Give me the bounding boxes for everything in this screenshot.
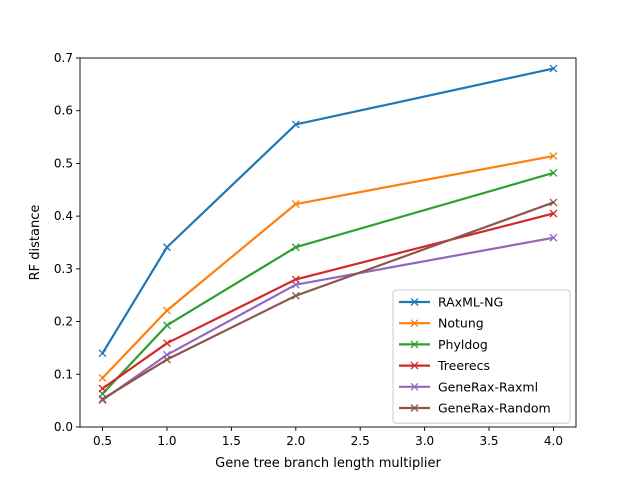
x-axis-label: Gene tree branch length multiplier: [215, 456, 441, 471]
data-point: [549, 64, 558, 73]
data-point: [163, 243, 171, 252]
series-line: [100, 171, 555, 396]
series-line: [101, 67, 555, 355]
data-point: [98, 349, 107, 358]
data-point: [291, 280, 300, 289]
y-axis-label: RF distance: [28, 205, 43, 281]
data-point: [163, 339, 171, 348]
x-tick-label: 2.5: [351, 434, 370, 448]
y-tick-label: 0.7: [54, 51, 73, 65]
data-point: [291, 291, 300, 300]
data-point: [291, 120, 300, 129]
legend-marker: [410, 361, 419, 370]
y-tick-label: 0.3: [54, 262, 73, 276]
data-point: [163, 321, 171, 330]
legend-item: GeneRax-Random: [399, 401, 551, 416]
legend-item: RAxML-NG: [399, 295, 503, 310]
data-point: [549, 198, 558, 207]
series-0: [98, 64, 558, 358]
legend-label: GeneRax-Random: [438, 401, 551, 416]
legend-marker: [410, 340, 419, 349]
y-tick-label: 0.6: [54, 104, 73, 118]
legend-item: Phyldog: [399, 337, 488, 352]
series-4: [98, 233, 558, 405]
data-point: [549, 152, 558, 161]
legend-label: Phyldog: [438, 337, 488, 352]
legend-item: GeneRax-Raxml: [399, 379, 538, 394]
x-tick-label: 2.0: [286, 434, 305, 448]
data-point: [549, 233, 558, 242]
data-point: [98, 374, 107, 382]
data-point: [163, 355, 171, 364]
x-tick-label: 0.5: [93, 434, 112, 448]
legend-label: Notung: [438, 316, 484, 331]
series-3: [98, 209, 558, 393]
series-line: [100, 154, 555, 380]
legend-label: GeneRax-Raxml: [438, 379, 538, 394]
legend: RAxML-NG Notung Phyldog Treerecs GeneRax-Rax…: [392, 289, 571, 424]
legend-marker: [410, 298, 419, 306]
legend-marker: [410, 319, 419, 328]
axes-frame: [79, 57, 577, 428]
legend-marker: [410, 382, 419, 391]
y-tick-label: 0.5: [54, 156, 73, 170]
series-1: [98, 152, 558, 382]
data-point: [98, 395, 107, 404]
data-point: [291, 200, 300, 208]
axes-layer: 0.5 1.0 1.5 2.0 2.5 3.0 3.5 4.0 0.0 0.1 0.2 0.3 0.4 0…: [54, 51, 577, 448]
series-5: [98, 198, 558, 404]
legend-label: Treerecs: [437, 358, 490, 373]
legend-label: RAxML-NG: [438, 295, 503, 310]
x-tick-label: 1.5: [222, 434, 241, 448]
series-line: [101, 201, 555, 401]
y-tick-label: 0.4: [54, 209, 73, 223]
x-tick-label: 4.0: [544, 434, 563, 448]
legend-item: Treerecs: [399, 358, 490, 373]
legend-marker: [410, 404, 419, 412]
legend-item: Notung: [399, 316, 484, 331]
x-tick-label: 1.0: [157, 434, 176, 448]
data-point: [98, 384, 107, 393]
data-point: [549, 168, 558, 177]
data-point: [549, 209, 558, 218]
y-tick-label: 0.0: [54, 420, 73, 434]
series-layer: [98, 64, 558, 405]
y-tick-label: 0.2: [54, 315, 73, 329]
data-point: [163, 306, 171, 315]
x-tick-label: 3.5: [479, 434, 498, 448]
series-line: [101, 236, 555, 402]
x-tick-label: 3.0: [415, 434, 434, 448]
series-line: [101, 212, 555, 391]
data-point: [291, 243, 300, 252]
legend-box: [392, 289, 571, 424]
y-tick-label: 0.1: [54, 367, 73, 381]
